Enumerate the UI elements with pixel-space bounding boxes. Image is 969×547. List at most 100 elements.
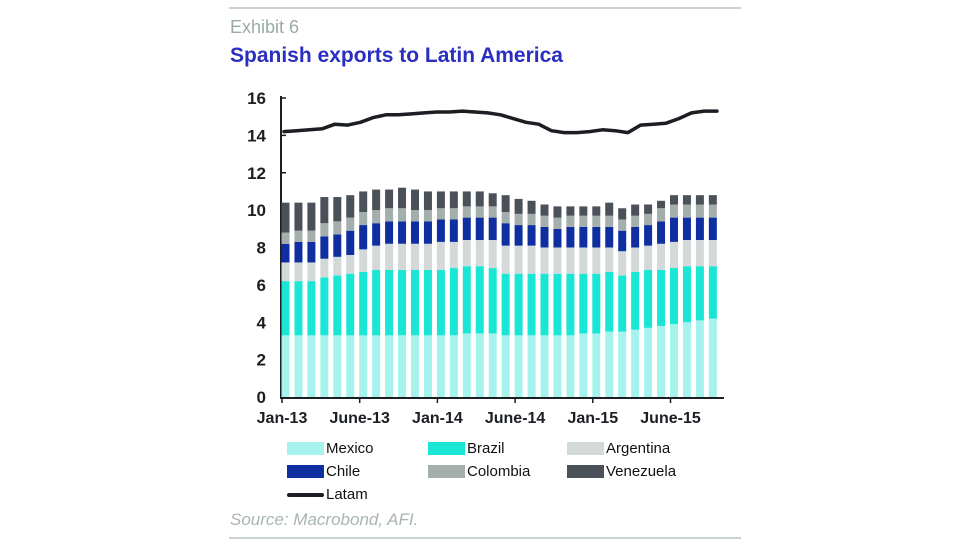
- bar-chile: [553, 228, 562, 248]
- bar-argentina: [695, 240, 704, 267]
- bar-mexico: [307, 335, 316, 397]
- bar-colombia: [294, 230, 303, 242]
- bar-chile: [436, 219, 445, 242]
- bar-colombia: [605, 215, 614, 227]
- bar-venezuela: [462, 191, 471, 207]
- latam-line: [282, 109, 719, 135]
- bar-brazil: [475, 266, 484, 334]
- legend-item-mexico: Mexico: [287, 440, 374, 457]
- y-tick-label: 6: [257, 276, 266, 295]
- legend-color-swatch: [287, 465, 324, 478]
- bar-argentina: [475, 240, 484, 267]
- bar-venezuela: [682, 195, 691, 205]
- bar-chile: [657, 221, 666, 244]
- bar-brazil: [488, 268, 497, 334]
- bar-brazil: [501, 273, 510, 336]
- bar-argentina: [359, 249, 368, 272]
- bar-chile: [501, 223, 510, 246]
- bar-colombia: [372, 210, 381, 224]
- bar-brazil: [657, 269, 666, 326]
- x-tick-label: Jan-13: [257, 410, 308, 427]
- bar-colombia: [553, 217, 562, 229]
- bar-chile: [333, 234, 342, 257]
- bar-venezuela: [475, 191, 484, 207]
- bar-chile: [540, 226, 549, 248]
- bar-mexico: [540, 335, 549, 397]
- bar-venezuela: [540, 204, 549, 216]
- bar-brazil: [527, 273, 536, 336]
- legend-color-swatch: [428, 442, 465, 455]
- bar-argentina: [682, 240, 691, 267]
- legend-item-argentina: Argentina: [567, 440, 670, 457]
- bar-colombia: [670, 204, 678, 218]
- bar-colombia: [579, 215, 588, 227]
- bar-venezuela: [449, 191, 458, 209]
- bar-argentina: [644, 245, 653, 270]
- bar-chile: [294, 241, 303, 263]
- legend-item-brazil: Brazil: [428, 440, 505, 457]
- bar-argentina: [423, 243, 432, 270]
- bar-argentina: [501, 245, 510, 274]
- bar-venezuela: [281, 202, 290, 233]
- legend-label: Brazil: [467, 440, 505, 457]
- legend-item-chile: Chile: [287, 463, 360, 480]
- bar-argentina: [618, 251, 627, 276]
- bar-brazil: [372, 269, 381, 336]
- bar-mexico: [657, 325, 666, 397]
- bar-venezuela: [359, 191, 368, 212]
- bar-brazil: [708, 266, 717, 319]
- bar-colombia: [514, 213, 523, 226]
- y-tick-label: 10: [247, 201, 266, 220]
- bar-chile: [695, 217, 704, 241]
- bar-argentina: [540, 247, 549, 274]
- bar-argentina: [527, 245, 536, 274]
- bar-colombia: [657, 208, 666, 222]
- bar-mexico: [449, 335, 458, 397]
- bar-mexico: [644, 327, 653, 397]
- bar-chile: [346, 230, 355, 255]
- bar-argentina: [281, 262, 290, 282]
- bar-colombia: [644, 213, 653, 226]
- x-tick-label: June-14: [485, 410, 546, 427]
- latam-line-group: [282, 109, 719, 135]
- bar-chile: [462, 217, 471, 241]
- bar-argentina: [462, 240, 471, 267]
- x-tick-label: Jan-14: [412, 410, 463, 427]
- bar-mexico: [462, 333, 471, 397]
- bar-argentina: [566, 247, 575, 274]
- legend-label: Colombia: [467, 463, 531, 480]
- bar-argentina: [631, 247, 640, 272]
- bar-brazil: [631, 271, 640, 330]
- bar-brazil: [385, 269, 394, 336]
- chart-title: Spanish exports to Latin America: [230, 44, 563, 67]
- bar-mexico: [281, 335, 290, 397]
- bars: [281, 187, 717, 397]
- bar-brazil: [682, 266, 691, 323]
- bar-venezuela: [501, 195, 510, 212]
- bar-argentina: [372, 245, 381, 270]
- bar-brazil: [695, 266, 704, 321]
- bar-brazil: [346, 273, 355, 336]
- bar-brazil: [579, 273, 588, 334]
- bar-mexico: [320, 335, 329, 397]
- legend-color-swatch: [428, 465, 465, 478]
- bar-venezuela: [514, 198, 523, 214]
- legend-label: Argentina: [606, 440, 671, 457]
- bar-argentina: [592, 247, 601, 274]
- bar-venezuela: [346, 195, 355, 218]
- bar-brazil: [398, 269, 407, 336]
- bar-argentina: [385, 243, 394, 270]
- bar-venezuela: [695, 195, 704, 205]
- y-tick-label: 8: [257, 239, 266, 258]
- bar-venezuela: [398, 187, 407, 209]
- bar-colombia: [307, 230, 316, 242]
- bar-argentina: [553, 247, 562, 274]
- bar-venezuela: [579, 206, 588, 216]
- bar-mexico: [398, 335, 407, 397]
- bar-mexico: [670, 324, 678, 397]
- bar-venezuela: [423, 191, 432, 211]
- bar-mexico: [592, 333, 601, 397]
- legend-color-swatch: [567, 442, 604, 455]
- bar-chile: [398, 221, 407, 244]
- bar-chile: [475, 217, 484, 241]
